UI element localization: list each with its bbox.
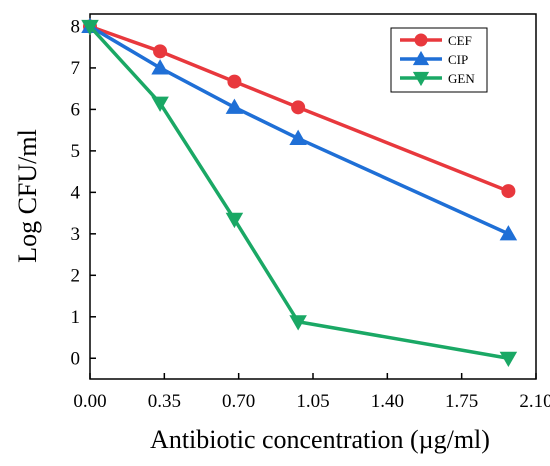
legend: CEF CIP GEN [390,27,488,93]
y-tick-label: 2 [71,265,81,286]
legend-label-cef: CEF [448,33,472,48]
x-tick-label: 1.05 [296,391,329,412]
y-tick-label: 5 [71,141,81,162]
data-point-gen [225,212,244,229]
data-point-cef [291,100,306,115]
data-point-cip [225,98,244,114]
legend-items: CEF CIP GEN [400,33,475,87]
data-point-gen [81,19,99,36]
series-layer [81,17,518,368]
y-tick-label: 1 [71,307,81,328]
legend-label-cip: CIP [448,52,468,67]
data-point-cef [153,44,168,59]
x-tick-label: 2.10 [519,391,550,412]
x-tick-label: 0.70 [222,391,255,412]
x-tick-label: 1.75 [445,391,478,412]
legend-marker-cef [414,33,428,47]
data-point-cef [501,184,516,199]
y-axis-title: Log CFU/ml [13,129,42,263]
data-point-cip [289,129,307,145]
legend-label-gen: GEN [448,71,475,86]
data-point-gen [151,96,169,112]
y-tick-label: 0 [71,348,81,369]
y-axis-ticks: 0 1 2 3 4 5 6 7 8 [71,16,96,369]
x-axis-ticks: 0.00 0.35 0.70 1.05 1.40 1.75 2.10 [73,373,550,412]
data-point-cip [499,225,518,241]
y-tick-label: 8 [71,16,81,37]
data-point-gen [289,315,307,331]
y-tick-label: 3 [71,224,81,245]
data-point-cip [151,59,169,75]
data-point-cef [227,74,242,89]
y-tick-label: 7 [71,58,81,79]
legend-marker-gen [412,71,430,87]
legend-marker-cip [412,50,430,66]
data-point-gen [499,351,518,368]
x-tick-label: 0.00 [73,391,106,412]
y-tick-label: 4 [71,182,81,203]
x-tick-label: 1.40 [371,391,404,412]
y-tick-label: 6 [71,99,81,120]
x-axis-title: Antibiotic concentration (µg/ml) [150,425,490,454]
x-tick-label: 0.35 [148,391,181,412]
series-gen [81,19,518,368]
